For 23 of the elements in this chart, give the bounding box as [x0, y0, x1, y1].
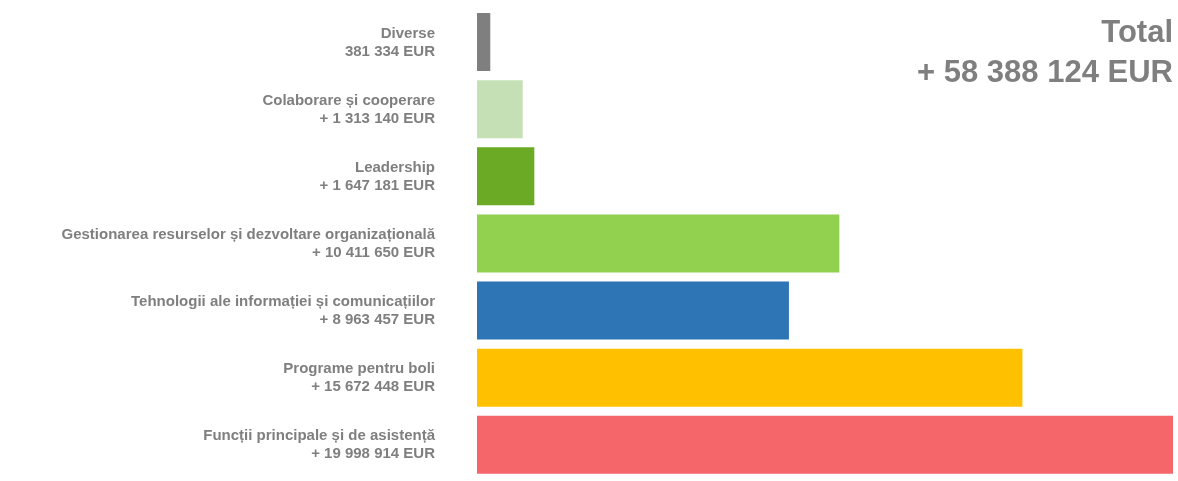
bar [477, 214, 840, 273]
y-tick-label: Colaborare și cooperare [262, 90, 435, 108]
text: Total [1100, 13, 1173, 51]
bar [477, 80, 523, 139]
data-label: 381 334 EUR [344, 41, 436, 59]
text: + 58 388 124 EUR [917, 53, 1173, 91]
data-label: + 8 963 457 EUR [319, 310, 436, 328]
bar [477, 147, 535, 206]
bar [477, 348, 1023, 407]
bar [477, 415, 1173, 474]
y-tick-label: Gestionarea resurselor și dezvoltare organizațională [61, 225, 436, 242]
bar [477, 13, 491, 71]
bar [477, 281, 789, 340]
data-label: + 10 411 650 EUR [311, 243, 436, 260]
data-label: + 1 647 181 EUR [319, 175, 436, 193]
y-tick-label: Funcții principale și de asistență [203, 426, 436, 444]
data-label: + 15 672 448 EUR [311, 377, 436, 395]
data-label: + 1 313 140 EUR [319, 108, 436, 126]
y-tick-label: Leadership [354, 157, 435, 175]
data-label: + 19 998 914 EUR [311, 444, 436, 462]
y-tick-label: Tehnologii ale informației și comunicațiilor [131, 292, 436, 310]
y-tick-label: Diverse [380, 23, 435, 41]
y-tick-label: Programe pentru boli [283, 359, 435, 377]
